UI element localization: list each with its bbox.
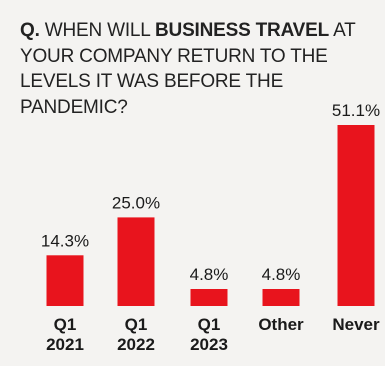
bar-value-label-2: 4.8%	[190, 265, 229, 284]
category-label-1: Q1 2022	[117, 315, 155, 354]
category-label-line: 2021	[46, 335, 84, 354]
question-emphasis: business travel	[155, 20, 330, 41]
category-label-line: Other	[258, 315, 304, 334]
category-label-2: Q1 2023	[190, 315, 228, 354]
bar-3	[262, 289, 300, 306]
bar-0	[46, 255, 84, 306]
bar-4	[337, 125, 375, 306]
question-text-before: When will	[44, 20, 150, 41]
category-label-3: Other	[258, 315, 304, 334]
category-label-line: Q1	[198, 315, 221, 334]
category-label-line: 2023	[190, 335, 228, 354]
category-label-4: Never	[332, 315, 380, 334]
category-label-0: Q1 2021	[46, 315, 84, 354]
bar-1	[117, 217, 155, 306]
bar-value-label-1: 25.0%	[112, 193, 160, 212]
category-label-line: Q1	[125, 315, 148, 334]
bar-value-label-4: 51.1%	[332, 101, 380, 120]
bar-value-label-3: 4.8%	[262, 265, 301, 284]
category-label-line: Never	[332, 315, 380, 334]
bar-2	[190, 289, 228, 306]
category-label-line: 2022	[117, 335, 155, 354]
question-prefix: Q.	[20, 20, 40, 41]
category-label-line: Q1	[54, 315, 77, 334]
question-text-after: at your company return to the levels it …	[20, 20, 356, 118]
question-title: Q. When will business travel at your com…	[20, 18, 375, 120]
bar-value-label-0: 14.3%	[41, 231, 89, 250]
